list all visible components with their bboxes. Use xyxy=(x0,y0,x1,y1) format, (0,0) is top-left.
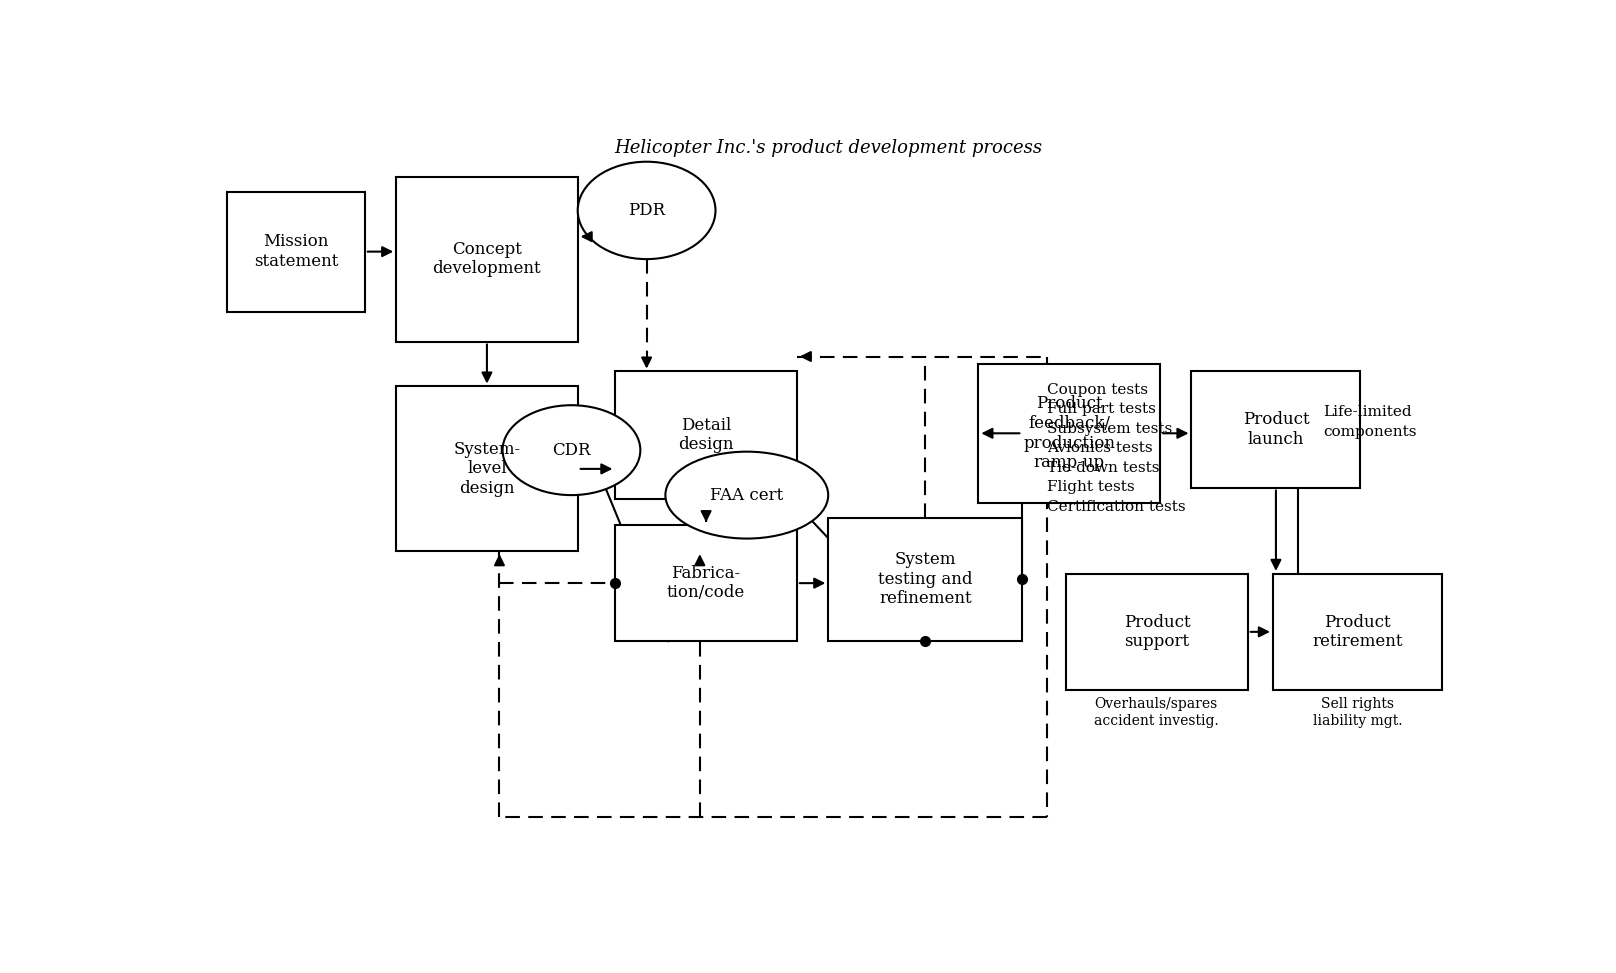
Text: Product
retirement: Product retirement xyxy=(1312,614,1403,650)
Text: Fabrica-
tion/code: Fabrica- tion/code xyxy=(667,565,745,601)
FancyBboxPatch shape xyxy=(396,177,579,342)
Text: Product
feedback/
production
ramp-up: Product feedback/ production ramp-up xyxy=(1023,395,1115,471)
Text: CDR: CDR xyxy=(553,442,591,458)
Text: Sell rights
liability mgt.: Sell rights liability mgt. xyxy=(1314,698,1403,728)
Text: FAA cert: FAA cert xyxy=(709,486,784,504)
Text: Coupon tests
Full part tests
Subsystem tests
Avionics tests
Tie-down tests
Fligh: Coupon tests Full part tests Subsystem t… xyxy=(1047,382,1186,514)
FancyBboxPatch shape xyxy=(396,386,579,552)
Text: Mission
statement: Mission statement xyxy=(254,234,338,270)
Text: Life-limited
components: Life-limited components xyxy=(1324,405,1416,439)
FancyBboxPatch shape xyxy=(616,372,797,499)
Text: PDR: PDR xyxy=(629,202,666,219)
Text: Product
launch: Product launch xyxy=(1243,412,1309,448)
Text: Product
support: Product support xyxy=(1123,614,1191,650)
Text: Overhauls/spares
accident investig.: Overhauls/spares accident investig. xyxy=(1094,698,1218,728)
Text: System-
level
design: System- level design xyxy=(454,441,520,497)
Text: System
testing and
refinement: System testing and refinement xyxy=(877,552,973,607)
FancyBboxPatch shape xyxy=(979,364,1160,503)
FancyBboxPatch shape xyxy=(829,518,1023,641)
Text: Detail
design: Detail design xyxy=(679,416,734,453)
Ellipse shape xyxy=(666,451,829,539)
Text: Helicopter Inc.'s product development process: Helicopter Inc.'s product development pr… xyxy=(614,139,1042,158)
FancyBboxPatch shape xyxy=(1273,574,1441,690)
FancyBboxPatch shape xyxy=(226,192,365,311)
Text: Concept
development: Concept development xyxy=(433,240,541,277)
Ellipse shape xyxy=(503,405,640,495)
FancyBboxPatch shape xyxy=(1067,574,1248,690)
FancyBboxPatch shape xyxy=(1191,372,1361,487)
Ellipse shape xyxy=(579,162,716,259)
FancyBboxPatch shape xyxy=(616,525,797,641)
